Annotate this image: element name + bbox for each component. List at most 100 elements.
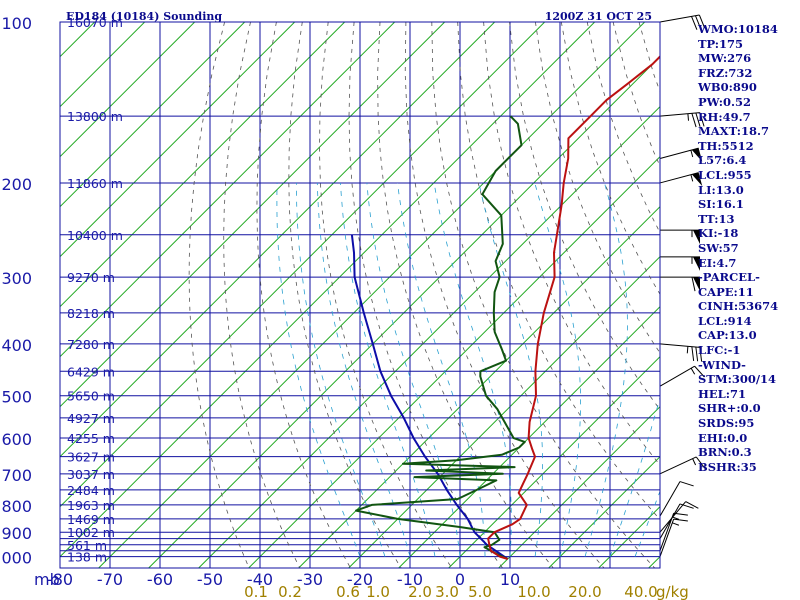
barb-staff — [659, 14, 700, 23]
temperature-tick-label: -60 — [147, 570, 173, 589]
wind-barb — [659, 518, 688, 557]
barb-staff — [659, 503, 681, 539]
barb-flag — [694, 15, 702, 30]
temperature-tick-label: -40 — [247, 570, 273, 589]
barb-pennant — [691, 172, 703, 187]
isotherm-line — [198, 105, 660, 568]
temperature-tick-label: -70 — [97, 570, 123, 589]
temperature-line — [487, 55, 660, 560]
height-label: 561 m — [67, 538, 107, 553]
index-line: WMO:10184 — [698, 22, 778, 36]
height-label: 11860 m — [67, 176, 123, 191]
barb-half-flag — [672, 516, 680, 520]
index-line: STM:300/14 — [698, 372, 777, 387]
mixing-ratio-label: 1.0 — [366, 583, 390, 600]
barb-half-flag — [686, 346, 689, 354]
wind-barb — [659, 343, 703, 362]
barb-flag — [691, 346, 695, 361]
index-line: EI:4.7 — [698, 255, 737, 270]
index-line: TP:175 — [698, 36, 744, 51]
dewpoint-line — [355, 115, 526, 560]
index-line: BRN:0.3 — [698, 445, 752, 460]
mixing-ratio-label: 10.0 — [517, 583, 550, 600]
wind-barb — [659, 147, 703, 162]
wind-barb — [659, 456, 706, 475]
index-line: MW:276 — [698, 51, 752, 66]
height-label: 3037 m — [67, 467, 115, 482]
index-line: RH:49.7 — [698, 109, 751, 124]
index-line: CAPE:11 — [698, 284, 754, 299]
isotherm-line — [60, 22, 596, 558]
temperature-tick-label: -10 — [397, 570, 423, 589]
index-line: CINH:53674 — [698, 299, 779, 314]
height-label: 1469 m — [67, 512, 115, 527]
index-line: SHR+:0.0 — [698, 401, 761, 416]
barb-pennant — [693, 277, 700, 292]
isotherm-line — [60, 22, 446, 408]
moist-adiabat — [296, 182, 386, 557]
temperature-tick-label: -80 — [47, 570, 73, 589]
wind-barb — [659, 481, 694, 517]
barb-half-flag — [672, 522, 680, 526]
barb-flag — [695, 346, 699, 362]
index-line: KI:-18 — [698, 226, 739, 241]
barb-staff — [659, 518, 675, 557]
index-line: LI:13.0 — [698, 182, 744, 197]
height-label: 16070 m — [67, 15, 123, 30]
barb-flag — [679, 503, 694, 509]
mixing-ratio-label: 3.0 — [435, 583, 459, 600]
dry-adiabat — [509, 22, 660, 411]
isotherm-line — [448, 355, 660, 568]
moist-adiabat — [276, 182, 361, 557]
barb-flag — [691, 113, 697, 128]
moist-adiabat — [478, 182, 543, 557]
plot-area — [60, 22, 660, 568]
pressure-tick-label: 900 — [1, 524, 32, 543]
barb-half-flag — [692, 458, 697, 466]
pressure-tick-label: 400 — [1, 336, 32, 355]
mixing-ratio-label: 0.2 — [278, 583, 302, 600]
index-line: PW:0.52 — [698, 94, 752, 109]
pressure-tick-label: 300 — [1, 269, 32, 288]
index-line: MAXT:18.7 — [698, 124, 769, 139]
index-line: SRDS:95 — [698, 416, 755, 431]
wind-barbs — [659, 14, 706, 557]
pressure-tick-label: 200 — [1, 175, 32, 194]
parcel-line — [350, 234, 509, 560]
index-line: BSHR:35 — [698, 459, 757, 474]
temperature-tick-label: -30 — [297, 570, 323, 589]
barb-half-flag — [687, 113, 690, 121]
barb-flag — [673, 518, 688, 522]
mixing-ratio-label: 20.0 — [568, 583, 601, 600]
pressure-tick-label: 1000 — [0, 549, 32, 568]
dry-adiabat — [188, 22, 250, 568]
index-line: TH:5512 — [698, 138, 754, 153]
isotherm-line — [298, 205, 660, 568]
wind-barb — [660, 229, 700, 245]
height-label: 4255 m — [67, 431, 115, 446]
index-line: WB0:890 — [698, 80, 757, 95]
barb-half-flag — [690, 367, 696, 375]
dry-adiabat — [319, 22, 453, 568]
dry-adiabat — [404, 22, 605, 568]
index-line: FRZ:732 — [698, 65, 753, 80]
height-label: 5650 m — [67, 389, 115, 404]
barb-pennant — [691, 148, 703, 162]
height-label: 3627 m — [67, 450, 115, 465]
index-line: HEL:71 — [698, 386, 746, 401]
moist-adiabat — [433, 182, 512, 557]
height-label: 4927 m — [67, 411, 115, 426]
wind-barb — [659, 172, 703, 187]
chart-title: ED184 (10184) Sounding — [66, 10, 222, 23]
pressure-unit-label: mb — [34, 570, 60, 589]
wind-barb — [659, 503, 694, 539]
height-label: 1002 m — [67, 525, 115, 540]
barb-flag — [691, 16, 698, 30]
index-line: TT:13 — [698, 211, 735, 226]
pressure-tick-label: 700 — [1, 466, 32, 485]
pressure-tick-label: 800 — [1, 497, 32, 516]
barb-flag — [673, 512, 688, 516]
dry-adiabat — [223, 22, 301, 568]
mixing-ratio-unit: g/kg — [656, 583, 689, 600]
